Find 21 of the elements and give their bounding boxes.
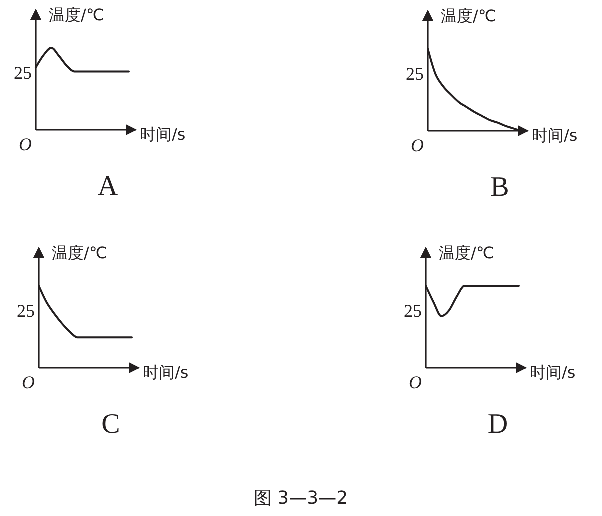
x-axis-title: 时间/s	[530, 363, 576, 382]
x-axis-title: 时间/s	[143, 363, 189, 382]
y-axis-title: 温度/℃	[441, 6, 496, 26]
text: A	[98, 171, 119, 202]
text: B	[490, 172, 510, 203]
y-axis-title: 温度/℃	[52, 244, 108, 263]
caption: 图 3—3—2	[254, 488, 348, 509]
text: 25	[406, 64, 424, 84]
y-axis-title: 温度/℃	[49, 6, 104, 25]
x-axis-title: 时间/s	[532, 126, 578, 145]
text: 25	[14, 62, 32, 83]
text: C	[102, 409, 120, 440]
text: O	[411, 135, 424, 156]
text: D	[488, 409, 508, 440]
text: O	[22, 372, 35, 392]
text: 25	[17, 300, 35, 321]
text: O	[409, 372, 422, 392]
x-axis-title: 时间/s	[140, 125, 186, 144]
y-axis-title: 温度/℃	[439, 244, 494, 263]
text: O	[19, 134, 32, 154]
text: 25	[404, 300, 422, 321]
